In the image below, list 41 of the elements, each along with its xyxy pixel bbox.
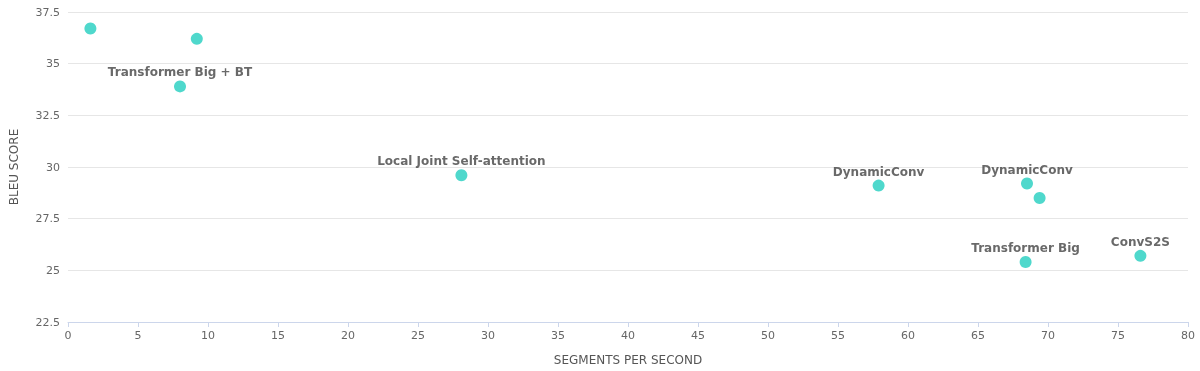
- y-tick-label: 27.5: [35, 212, 60, 226]
- y-tick-label: 32.5: [35, 108, 60, 122]
- x-tick-label: 60: [901, 329, 915, 342]
- x-tick-label: 0: [64, 329, 72, 342]
- annotation: DynamicConv: [832, 164, 925, 179]
- x-tick-label: 65: [971, 329, 985, 342]
- x-tick-label: 75: [1111, 329, 1125, 342]
- x-tick-label: 50: [761, 329, 775, 342]
- x-tick-label: 35: [551, 329, 565, 342]
- y-tick-label: 25: [46, 263, 60, 277]
- y-tick-label: 37.5: [35, 5, 60, 19]
- x-tick-label: 25: [411, 329, 425, 342]
- point: [84, 22, 97, 35]
- x-tick-label: 20: [341, 329, 355, 342]
- x-tick-label: 15: [271, 329, 285, 342]
- x-tick-label: 55: [831, 329, 845, 342]
- x-tick-label: 80: [1181, 329, 1195, 342]
- point: [1134, 249, 1147, 262]
- point: [174, 80, 186, 93]
- y-tick-label: 35: [46, 57, 60, 71]
- x-tick-label: 40: [621, 329, 635, 342]
- x-tick-label: 30: [481, 329, 495, 342]
- annotation: Transformer Big + BT: [107, 65, 253, 80]
- y-tick-label: 22.5: [35, 315, 60, 329]
- x-axis-title: SEGMENTS PER SECOND: [553, 353, 703, 367]
- point: [455, 169, 468, 182]
- x-tick-label: 45: [691, 329, 705, 342]
- annotation: DynamicConv: [981, 162, 1073, 177]
- point: [872, 179, 885, 192]
- point: [190, 32, 203, 45]
- x-tick-label: 10: [201, 329, 215, 342]
- annotation: Local Joint Self-attention: [377, 154, 546, 169]
- x-tick-label: 70: [1041, 329, 1055, 342]
- point: [1021, 177, 1033, 190]
- annotation: ConvS2S: [1110, 234, 1170, 249]
- x-tick-label: 5: [134, 329, 142, 342]
- y-tick-label: 30: [46, 160, 60, 174]
- annotation: Transformer Big: [971, 241, 1080, 256]
- point: [1033, 192, 1046, 204]
- y-axis-title: BLEU SCORE: [7, 128, 21, 206]
- point: [1019, 256, 1032, 269]
